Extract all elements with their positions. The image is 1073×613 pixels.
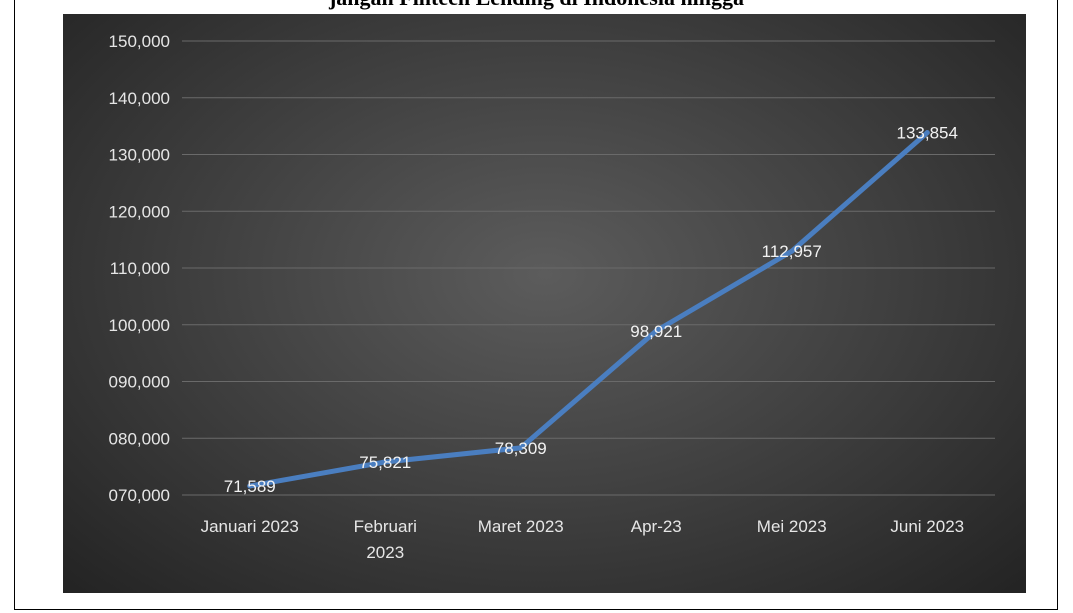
x-tick-label: 2023 — [366, 543, 404, 562]
y-axis-tick-labels: 070,000 080,000 090,000 100,000 110,000 120,0… — [109, 32, 170, 505]
series-lines — [247, 130, 930, 489]
y-tick-label: 080,000 — [109, 429, 170, 448]
data-point — [518, 445, 524, 451]
data-label: 71,589 — [224, 477, 276, 496]
x-tick-label: Januari 2023 — [201, 517, 299, 536]
data-label: 112,957 — [762, 242, 822, 261]
data-label: 98,921 — [630, 322, 682, 341]
y-tick-label: 120,000 — [109, 202, 170, 221]
y-tick-label: 140,000 — [109, 89, 170, 108]
x-tick-label: Februari — [354, 517, 417, 536]
x-tick-label: Apr-23 — [631, 517, 682, 536]
x-tick-label: Juni 2023 — [890, 517, 964, 536]
series-line — [247, 130, 930, 489]
chart-panel — [63, 14, 1026, 593]
y-tick-label: 100,000 — [109, 316, 170, 335]
data-label: 78,309 — [495, 439, 547, 458]
clipped-title: jangan Fintech Lending di Indonesia hing… — [0, 0, 1073, 12]
x-tick-label: Maret 2023 — [478, 517, 564, 536]
y-tick-label: 090,000 — [109, 373, 170, 392]
data-point — [247, 483, 253, 489]
y-tick-label: 110,000 — [110, 259, 170, 278]
data-point — [382, 459, 388, 465]
page-frame — [14, 0, 1058, 610]
y-tick-label: 130,000 — [109, 146, 170, 165]
x-axis-tick-labels: Januari 2023 Februari 2023 Maret 2023 Apr-23… — [201, 517, 965, 562]
y-tick-label: 070,000 — [109, 486, 170, 505]
x-tick-label: Mei 2023 — [757, 517, 827, 536]
y-tick-label: 150,000 — [109, 32, 170, 51]
gridlines — [182, 40, 995, 496]
data-point — [789, 248, 795, 254]
data-point — [924, 130, 930, 136]
data-label: 133,854 — [897, 124, 958, 143]
data-labels: 71,589 75,821 78,309 98,921 112,957 133,854 — [224, 124, 958, 496]
data-point — [653, 328, 659, 334]
data-label: 75,821 — [359, 453, 411, 472]
